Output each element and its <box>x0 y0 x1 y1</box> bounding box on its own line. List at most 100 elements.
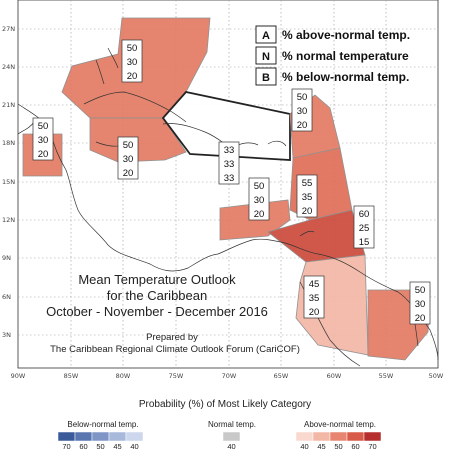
key-row-above: A % above-normal temp. <box>255 25 410 44</box>
lat-tick: 6N <box>2 293 11 301</box>
prob-normal: 33 <box>224 159 235 170</box>
lat-tick: 27N <box>2 25 15 33</box>
prob-box-western-caribbean: 50 30 20 <box>117 136 139 180</box>
colorbar-above-swatches: 40 45 50 60 70 <box>295 431 382 450</box>
prob-box-bahamas-cuba: 50 30 20 <box>121 39 143 83</box>
prob-below: 20 <box>302 206 313 217</box>
colorbar-tick-above-50: 50 <box>334 442 342 450</box>
prob-below: 20 <box>123 168 134 179</box>
key-letter: N <box>262 51 270 63</box>
prob-above: 33 <box>224 145 235 156</box>
prob-above: 50 <box>123 140 134 151</box>
title-line-1: Mean Temperature Outlook <box>78 272 236 287</box>
prob-box-eastern-caribbean-north: 50 30 20 <box>291 88 313 132</box>
prob-normal: 35 <box>309 293 320 304</box>
colorbar-swatch-above-40 <box>295 431 314 442</box>
colorbar-tick-below-50: 50 <box>96 442 104 450</box>
title-line-2: for the Caribbean <box>107 288 207 303</box>
prob-below: 33 <box>224 173 235 184</box>
prob-above: 50 <box>38 121 49 132</box>
lon-tick: 75W <box>169 372 184 380</box>
lon-tick: 90W <box>11 372 26 380</box>
lon-tick-labels: 90W 85W 80W 75W 70W 65W 60W 55W 50W <box>11 372 444 380</box>
prob-above: 50 <box>415 285 426 296</box>
lon-tick: 60W <box>327 372 342 380</box>
prob-box-hispaniola-puerto-rico: 33 33 33 <box>218 141 240 185</box>
key-letter: A <box>262 30 270 42</box>
prob-above: 55 <box>302 178 313 189</box>
colorbar-swatch-below-45 <box>108 431 127 442</box>
prob-box-guyana-interior: 45 35 20 <box>303 275 325 319</box>
prob-above: 60 <box>359 209 370 220</box>
colorbar-tick-above-70: 70 <box>368 442 376 450</box>
lat-tick: 3N <box>2 331 11 339</box>
key-row-below: B % below-normal temp. <box>255 67 409 86</box>
prob-normal: 30 <box>297 106 308 117</box>
lat-tick: 18N <box>2 139 15 147</box>
colorbar-normal-label: Normal temp. <box>208 420 256 429</box>
colorbar: Probability (%) of Most Likely Category … <box>57 399 382 450</box>
lat-tick: 15N <box>2 178 15 186</box>
colorbar-swatch-above-45 <box>312 431 331 442</box>
colorbar-swatch-above-60 <box>346 431 365 442</box>
prob-below: 20 <box>309 307 320 318</box>
colorbar-swatch-above-50 <box>329 431 348 442</box>
prob-normal: 30 <box>415 299 426 310</box>
colorbar-tick-above-45: 45 <box>317 442 325 450</box>
prob-normal: 30 <box>254 195 265 206</box>
colorbar-swatch-below-50 <box>91 431 110 442</box>
colorbar-tick-above-40: 40 <box>300 442 308 450</box>
prob-box-suriname-french-guiana: 50 30 20 <box>409 281 431 325</box>
colorbar-normal-swatches: 40 <box>222 431 241 450</box>
lat-tick: 21N <box>2 101 15 109</box>
prob-above: 50 <box>254 181 265 192</box>
key-text: % normal temperature <box>282 49 409 63</box>
prob-box-central-caribbean-south: 50 30 20 <box>248 177 270 221</box>
prob-box-eastern-caribbean-south: 55 35 20 <box>296 174 318 218</box>
region-hispaniola-puerto-rico <box>161 91 291 161</box>
colorbar-tick-above-60: 60 <box>351 442 359 450</box>
map-title: Mean Temperature Outlook for the Caribbe… <box>46 272 300 355</box>
key-row-normal: N % normal temperature <box>255 46 409 65</box>
colorbar-above-label: Above-normal temp. <box>304 420 376 429</box>
lat-tick: 12N <box>2 216 15 224</box>
colorbar-swatch-below-40 <box>125 431 144 442</box>
lat-tick: 24N <box>2 63 15 71</box>
prob-below: 20 <box>127 71 138 82</box>
lat-tick-labels: 27N 24N 21N 18N 15N 12N 9N 6N 3N <box>2 25 15 339</box>
colorbar-tick-normal-40: 40 <box>227 442 235 450</box>
prob-normal: 30 <box>123 154 134 165</box>
prob-above: 45 <box>309 279 320 290</box>
colorbar-tick-below-40: 40 <box>130 442 138 450</box>
prob-normal: 25 <box>359 223 370 234</box>
colorbar-swatch-below-60 <box>74 431 93 442</box>
lat-tick: 9N <box>2 254 11 262</box>
lon-tick: 50W <box>429 372 444 380</box>
prob-normal: 30 <box>38 135 49 146</box>
prob-below: 20 <box>254 209 265 220</box>
lon-tick: 70W <box>222 372 237 380</box>
prob-box-belize-mexico: 50 30 20 <box>32 117 54 161</box>
prob-box-trinidad-guyana-coast: 60 25 15 <box>353 205 375 249</box>
colorbar-tick-below-70: 70 <box>62 442 70 450</box>
category-key: A % above-normal temp. N % normal temper… <box>255 25 410 86</box>
prob-above: 50 <box>127 43 138 54</box>
lon-tick: 55W <box>379 372 394 380</box>
lon-tick: 65W <box>274 372 289 380</box>
lon-tick: 85W <box>64 372 79 380</box>
title-line-3: October - November - December 2016 <box>46 304 268 319</box>
colorbar-tick-below-60: 60 <box>79 442 87 450</box>
colorbar-title: Probability (%) of Most Likely Category <box>139 399 311 410</box>
key-letter: B <box>262 72 270 84</box>
lon-tick: 80W <box>116 372 131 380</box>
key-text: % above-normal temp. <box>282 28 410 42</box>
credit-line-1: Prepared by <box>146 332 198 343</box>
prob-above: 50 <box>297 92 308 103</box>
colorbar-below-swatches: 70 60 50 45 40 <box>57 431 144 450</box>
colorbar-swatch-normal-40 <box>222 431 241 442</box>
credit-line-2: The Caribbean Regional Climate Outlook F… <box>50 344 300 355</box>
prob-below: 20 <box>297 120 308 131</box>
prob-below: 20 <box>415 313 426 324</box>
prob-normal: 30 <box>127 57 138 68</box>
